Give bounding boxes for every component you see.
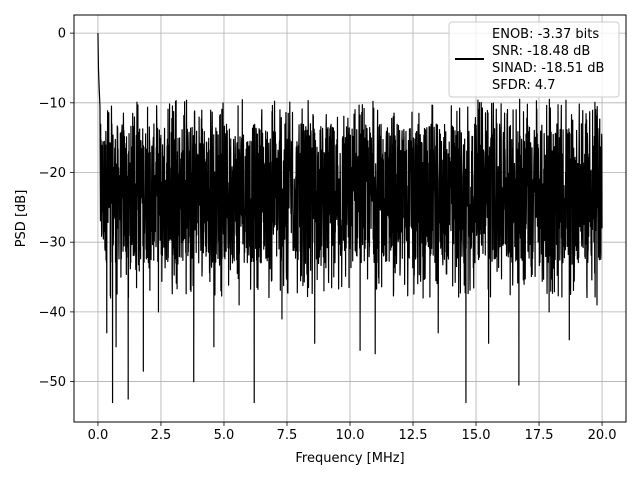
x-tick-label: 17.5 <box>525 428 554 443</box>
legend-box <box>448 21 620 98</box>
x-tick-label: 12.5 <box>399 428 428 443</box>
legend-entry-sfdr: SFDR: 4.7 <box>492 78 556 93</box>
y-tick-label: −10 <box>39 96 66 111</box>
x-tick-label: 0.0 <box>88 428 109 443</box>
legend-entry-sinad: SINAD: -18.51 dB <box>492 61 604 76</box>
y-tick-label: −30 <box>39 236 66 251</box>
x-tick-label: 15.0 <box>462 428 491 443</box>
legend-entry-enob: ENOB: -3.37 bits <box>492 27 599 42</box>
y-tick-label: −50 <box>39 375 66 390</box>
x-axis-label: Frequency [MHz] <box>295 451 404 466</box>
y-axis-label: PSD [dB] <box>14 190 29 248</box>
x-tick-label: 5.0 <box>214 428 235 443</box>
psd-series <box>97 33 603 404</box>
psd-line <box>97 33 603 404</box>
legend-entry-snr: SNR: -18.48 dB <box>492 44 590 59</box>
x-tick-label: 2.5 <box>151 428 172 443</box>
y-tick-label: −40 <box>39 305 66 320</box>
x-tick-label: 10.0 <box>336 428 365 443</box>
x-ticks: 0.0 2.5 5.0 7.5 10.0 12.5 15.0 17.5 20.0 <box>88 422 617 443</box>
y-tick-label: 0 <box>58 27 66 42</box>
legend: ENOB: -3.37 bits SNR: -18.48 dB SINAD: -… <box>448 21 620 98</box>
y-ticks: 0 −10 −20 −30 −40 −50 <box>39 27 74 390</box>
x-tick-label: 20.0 <box>588 428 617 443</box>
x-tick-label: 7.5 <box>277 428 298 443</box>
y-tick-label: −20 <box>39 166 66 181</box>
